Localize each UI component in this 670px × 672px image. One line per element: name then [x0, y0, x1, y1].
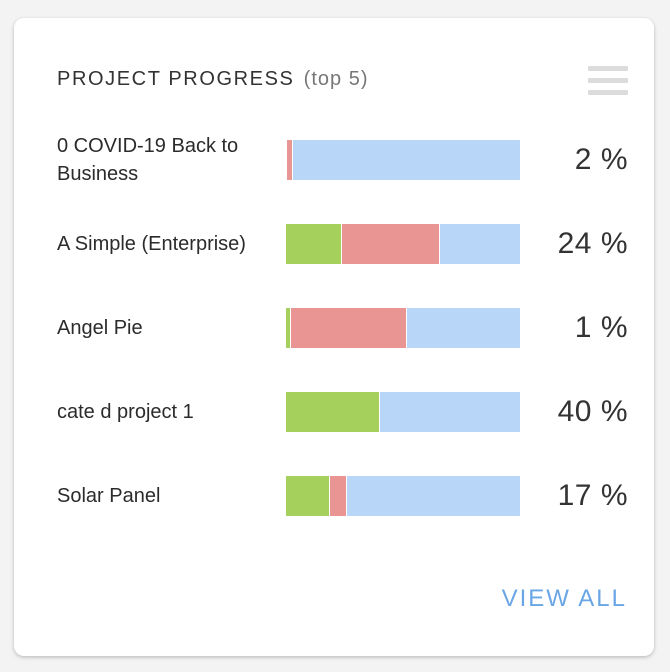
card-header: PROJECT PROGRESS (top 5) — [57, 68, 368, 91]
project-percent: 24 % — [557, 227, 628, 260]
project-name[interactable]: 0 COVID-19 Back to Business — [57, 135, 239, 185]
project-progress-card: PROJECT PROGRESS (top 5) 0 COVID-19 Back… — [14, 18, 654, 656]
hamburger-menu-icon[interactable] — [588, 66, 628, 96]
project-percent: 2 % — [574, 143, 628, 176]
project-percent: 17 % — [557, 479, 628, 512]
project-name[interactable]: Solar Panel — [57, 485, 161, 507]
progress-bar[interactable] — [286, 476, 520, 516]
card-title: PROJECT PROGRESS — [57, 68, 295, 90]
progress-complete-segment — [286, 476, 331, 516]
progress-complete-segment — [286, 308, 291, 348]
progress-bar[interactable] — [286, 392, 520, 432]
progress-complete-segment — [286, 392, 380, 432]
card-subtitle: (top 5) — [303, 68, 369, 90]
progress-overdue-segment — [290, 308, 407, 348]
project-name[interactable]: cate d project 1 — [57, 401, 194, 423]
progress-bar[interactable] — [286, 308, 520, 348]
progress-bar[interactable] — [286, 140, 520, 180]
project-row[interactable]: Solar Panel 17 % — [14, 466, 654, 526]
progress-bar[interactable] — [286, 224, 520, 264]
progress-complete-segment — [286, 224, 343, 264]
view-all-link[interactable]: VIEW ALL — [501, 585, 627, 612]
project-row[interactable]: cate d project 1 40 % — [14, 382, 654, 442]
progress-overdue-segment — [342, 224, 441, 264]
project-row[interactable]: Angel Pie 1 % — [14, 298, 654, 358]
progress-overdue-segment — [330, 476, 347, 516]
project-row[interactable]: A Simple (Enterprise) 24 % — [14, 214, 654, 274]
project-row[interactable]: 0 COVID-19 Back to Business 2 % — [14, 130, 654, 190]
project-name[interactable]: Angel Pie — [57, 317, 143, 339]
progress-complete-segment — [286, 140, 288, 180]
project-percent: 40 % — [557, 395, 628, 428]
progress-overdue-segment — [287, 140, 293, 180]
project-percent: 1 % — [574, 311, 628, 344]
project-name[interactable]: A Simple (Enterprise) — [57, 233, 246, 255]
